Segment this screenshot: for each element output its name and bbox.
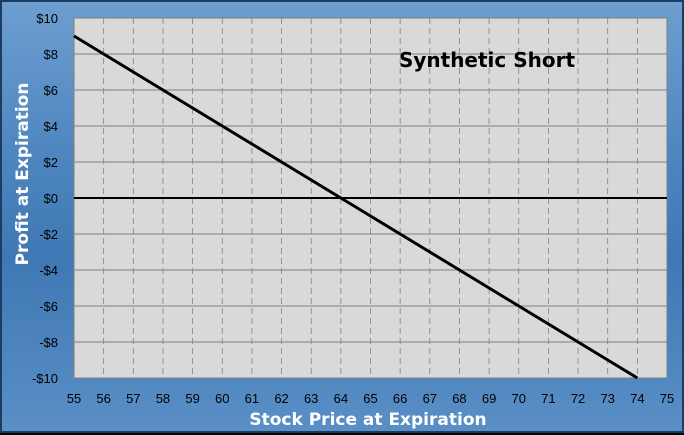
x-tick-label: 65	[363, 391, 377, 406]
x-tick-label: 66	[393, 391, 407, 406]
y-tick-labels: $10 $8 $6 $4 $2 $0 -$2 -$4 -$6 -$8 -$10	[32, 11, 58, 386]
chart-title: Synthetic Short	[399, 48, 576, 72]
y-tick-label: -$6	[39, 299, 58, 314]
y-tick-label: $2	[44, 155, 58, 170]
y-tick-label: $10	[36, 11, 58, 26]
y-tick-label: -$8	[39, 335, 58, 350]
x-tick-label: 56	[96, 391, 110, 406]
y-tick-label: -$2	[39, 227, 58, 242]
x-tick-label: 73	[600, 391, 614, 406]
x-tick-label: 58	[156, 391, 170, 406]
y-tick-label: $6	[44, 83, 58, 98]
y-tick-label: $0	[44, 191, 58, 206]
x-tick-label: 63	[304, 391, 318, 406]
x-axis-title: Stock Price at Expiration	[249, 410, 486, 430]
x-tick-label: 75	[660, 391, 674, 406]
x-tick-label: 64	[334, 391, 348, 406]
y-tick-label: $4	[44, 119, 58, 134]
x-tick-label: 69	[482, 391, 496, 406]
x-tick-label: 71	[541, 391, 555, 406]
x-tick-label: 61	[245, 391, 259, 406]
y-tick-label: -$10	[32, 371, 58, 386]
x-tick-label: 62	[274, 391, 288, 406]
x-tick-label: 55	[67, 391, 81, 406]
y-tick-label: -$4	[39, 263, 58, 278]
x-tick-labels: 55 56 57 58 59 60 61 62 63 64 65 66 67 68 69 70 71 72 73 74…	[67, 391, 674, 406]
x-tick-label: 72	[571, 391, 585, 406]
x-tick-label: 57	[126, 391, 140, 406]
y-tick-label: $8	[44, 47, 58, 62]
x-tick-label: 59	[185, 391, 199, 406]
x-tick-label: 70	[512, 391, 526, 406]
x-tick-label: 67	[423, 391, 437, 406]
x-tick-label: 74	[630, 391, 644, 406]
y-axis-title: Profit at Expiration	[13, 83, 33, 266]
x-tick-label: 68	[452, 391, 466, 406]
x-tick-label: 60	[215, 391, 229, 406]
